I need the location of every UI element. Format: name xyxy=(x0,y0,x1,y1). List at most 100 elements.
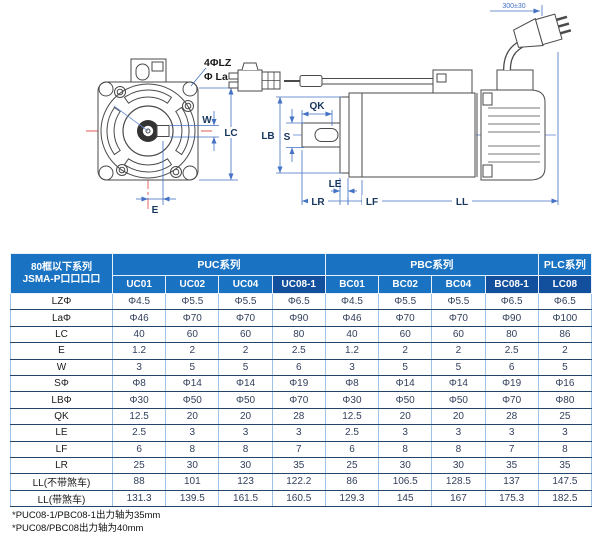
mounting-hole xyxy=(182,81,198,97)
spec-value-cell: 160.5 xyxy=(271,489,326,508)
spec-value-cell: 5 xyxy=(431,358,486,376)
mounting-hole xyxy=(98,165,114,181)
spec-value-cell: 60 xyxy=(431,325,486,344)
spec-value-cell: Φ46 xyxy=(324,309,380,327)
spec-value-cell: 5 xyxy=(378,358,433,376)
mounting-hole xyxy=(182,165,198,181)
spec-value-cell: 5 xyxy=(218,358,273,376)
table-row: LF 6 8 8 7 6 8 8 7 8 xyxy=(10,440,593,458)
spec-value-cell: 6 xyxy=(324,440,380,458)
dim-label-w: W xyxy=(202,115,212,126)
series-title-line2: JSMA-P口口口口 xyxy=(22,273,101,285)
side-view: 300±30 LB S QK LE LR LF LL xyxy=(228,3,572,208)
spec-value-cell: 2 xyxy=(165,342,220,360)
label-4philz: 4ΦLZ xyxy=(204,57,232,69)
spec-value-cell: Φ8 xyxy=(111,374,167,393)
spec-value-cell: 28 xyxy=(484,407,539,426)
spec-value-cell: 35 xyxy=(484,456,539,475)
spec-value-cell: 122.2 xyxy=(271,473,326,491)
spec-value-cell: 88 xyxy=(111,473,167,491)
flange-circle xyxy=(100,83,196,179)
spec-value-cell: 12.5 xyxy=(324,407,380,426)
spec-value-cell: 6 xyxy=(111,440,167,458)
cooling-fins xyxy=(488,107,540,163)
row-label: LE xyxy=(10,424,113,442)
side-dimensions xyxy=(276,5,559,205)
dim-label-lb: LB xyxy=(261,131,274,142)
spec-value-cell: 137 xyxy=(484,473,539,491)
spec-value-cell: Φ30 xyxy=(111,391,167,409)
spec-value-cell: 3 xyxy=(537,424,593,442)
spec-value-cell: 3 xyxy=(165,424,220,442)
dim-label-qk: QK xyxy=(310,101,326,112)
row-label: SΦ xyxy=(10,374,113,393)
column-header-UC08-1: UC08-1 xyxy=(271,275,326,294)
spec-value-cell: 147.5 xyxy=(537,473,593,491)
series-title-line1: 80框以下系列 xyxy=(30,261,93,273)
dim-label-lr: LR xyxy=(311,197,325,208)
row-label: LC xyxy=(10,325,113,344)
spec-value-cell: 123 xyxy=(218,473,273,491)
table-row: LaΦ Φ46 Φ70 Φ70 Φ90 Φ46 Φ70 Φ70 Φ90 Φ100 xyxy=(10,309,593,327)
spec-value-cell: 40 xyxy=(111,325,167,344)
spec-value-cell: Φ4.5 xyxy=(324,292,380,311)
spec-value-cell: 20 xyxy=(431,407,486,426)
column-header-UC02: UC02 xyxy=(165,275,220,294)
spec-value-cell: Φ14 xyxy=(431,374,486,393)
spec-value-cell: Φ46 xyxy=(111,309,167,327)
spec-value-cell: 182.5 xyxy=(537,489,593,508)
front-view: 4ΦLZ Φ La W LC E xyxy=(86,57,241,216)
spec-value-cell: Φ19 xyxy=(484,374,539,393)
spec-value-cell: 35 xyxy=(271,456,326,475)
power-connector-base xyxy=(496,69,534,91)
table-row: LL(不带煞车) 88 101 123 122.2 86 106.5 128.5 137 147.… xyxy=(10,473,593,491)
spec-value-cell: Φ70 xyxy=(271,391,326,409)
spec-value-cell: Φ50 xyxy=(165,391,220,409)
spec-value-cell: Φ90 xyxy=(484,309,539,327)
table-row: LBΦ Φ30 Φ50 Φ50 Φ70 Φ30 Φ50 Φ50 Φ70 Φ80 xyxy=(10,391,593,409)
dim-label-s: S xyxy=(284,132,291,143)
group-header-puc: PUC系列 xyxy=(112,253,326,276)
spec-value-cell: Φ4.5 xyxy=(111,292,167,311)
spec-value-cell: 2.5 xyxy=(324,424,380,442)
dim-label-le: LE xyxy=(329,179,342,190)
spec-value-cell: 8 xyxy=(537,440,593,458)
spec-value-cell: 3 xyxy=(431,424,486,442)
column-header-UC04: UC04 xyxy=(218,275,273,294)
spec-value-cell: 2.5 xyxy=(271,342,326,360)
spec-value-cell: 3 xyxy=(111,358,167,376)
spec-value-cell: Φ50 xyxy=(431,391,486,409)
spec-value-cell: 3 xyxy=(378,424,433,442)
spec-value-cell: 8 xyxy=(218,440,273,458)
spec-value-cell: Φ6.5 xyxy=(537,292,593,311)
row-label: LL(带煞车) xyxy=(10,489,113,508)
spec-value-cell: 12.5 xyxy=(111,407,167,426)
spec-value-cell: Φ30 xyxy=(324,391,380,409)
table-row: LZΦ Φ4.5 Φ5.5 Φ5.5 Φ6.5 Φ4.5 Φ5.5 Φ5.5 Φ6.5 Φ6.5 xyxy=(10,292,593,311)
row-label: LaΦ xyxy=(10,309,113,327)
spec-value-cell: Φ8 xyxy=(324,374,380,393)
spec-value-cell: Φ5.5 xyxy=(431,292,486,311)
group-header-pbc: PBC系列 xyxy=(324,253,539,276)
spec-value-cell: 5 xyxy=(537,358,593,376)
row-label: W xyxy=(10,358,113,376)
pilot-circle xyxy=(122,105,174,157)
spec-value-cell: 35 xyxy=(537,456,593,475)
shaft-key xyxy=(156,125,170,137)
spec-value-cell: 139.5 xyxy=(165,489,220,508)
row-label: LZΦ xyxy=(10,292,113,311)
spec-value-cell: 167 xyxy=(431,489,486,508)
spec-value-cell: Φ14 xyxy=(165,374,220,393)
spec-value-cell: 101 xyxy=(165,473,220,491)
spec-value-cell: Φ70 xyxy=(165,309,220,327)
corner-header: 80框以下系列 JSMA-P口口口口 xyxy=(10,253,113,294)
spec-value-cell: 3 xyxy=(484,424,539,442)
spec-value-cell: Φ6.5 xyxy=(271,292,326,311)
spec-value-cell: 128.5 xyxy=(431,473,486,491)
spec-value-cell: 60 xyxy=(218,325,273,344)
table-row: E 1.2 2 2 2.5 1.2 2 2 2.5 2 xyxy=(10,342,593,360)
table-row: LR 25 30 30 35 25 30 30 35 35 xyxy=(10,456,593,475)
spec-value-cell: 8 xyxy=(378,440,433,458)
spec-value-cell: 2 xyxy=(431,342,486,360)
